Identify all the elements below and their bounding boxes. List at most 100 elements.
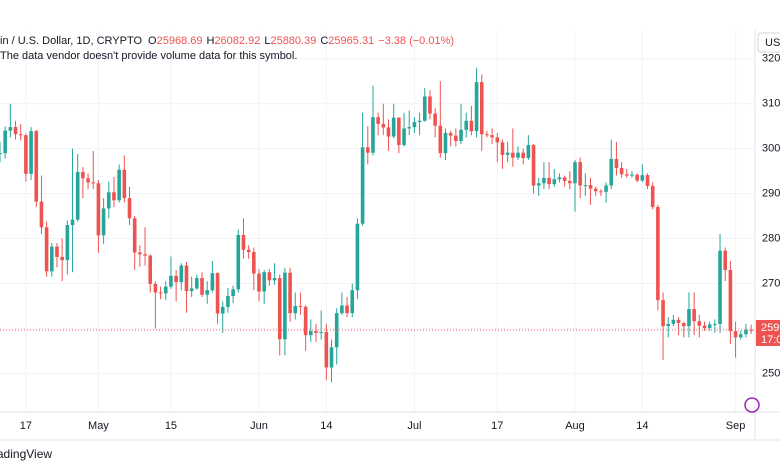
ohlc-value: 25880.39 [270,35,316,47]
candle-body [604,185,608,192]
candle-body [412,122,417,128]
candle-body [438,125,443,154]
x-tick-label: 14 [636,420,648,432]
candle-body [39,201,44,228]
candle-body [681,323,686,327]
candle-body [44,227,49,272]
candle-body [371,117,375,153]
candle-body [319,332,323,334]
candle-body [24,135,28,174]
y-tick-label: 29000.00 [762,187,780,199]
candle-body [205,290,210,295]
ohlc-label: C [320,35,328,47]
candle-body [143,254,147,256]
candle-body [656,207,660,301]
candle-body [355,223,360,291]
ohlc-value: 25968.69 [157,35,203,47]
candle-body [583,185,588,187]
candle-body [386,127,391,137]
candle-body [309,331,313,336]
candle-body [231,289,235,297]
candle-body [365,147,370,153]
x-tick-label: 14 [320,420,332,432]
candle-body [288,272,292,314]
candle-body [226,296,230,307]
candle-body [526,145,531,159]
candle-body [619,167,624,175]
candle-body [397,117,401,146]
candle-body [417,120,422,123]
candle-body [630,174,634,176]
candle-body [697,321,702,326]
candle-body [557,177,562,180]
currency[interactable]: USD [765,37,780,49]
candle-body [241,234,246,250]
candle-body [122,169,127,199]
candle-body [246,249,251,253]
candle-body [505,152,510,155]
candle-body [158,292,163,294]
candle-body [106,192,111,209]
candle-body [277,278,282,340]
candle-body [91,182,96,184]
candle-body [267,272,272,281]
candle-body [568,181,572,184]
candle-body [707,324,712,328]
candle-body [454,135,458,142]
candle-body [728,269,733,332]
candle-body [448,132,453,136]
y-tick-label: 32000.00 [762,53,780,65]
x-tick-label: Jun [250,420,268,432]
candle-body [138,252,142,255]
candle-body [521,152,525,159]
change-value: −3.38 (−0.01%) [378,35,454,47]
candle-body [578,162,582,186]
candle-body [314,331,318,333]
candle-body [479,82,484,135]
candle-body [220,306,225,314]
brand[interactable]: TradingView [0,447,52,461]
candle-body [433,113,437,126]
candle-body [34,131,39,202]
candle-body [381,123,386,128]
candle-body [148,255,153,284]
candle-body [169,275,173,287]
x-tick-label: Sep [726,420,746,432]
ohlc-label: L [264,35,270,47]
candle-body [283,272,287,340]
candle-body [490,135,494,138]
ohlc-label: O [148,35,157,47]
candle-body [738,334,743,338]
x-tick-label: Jul [407,420,421,432]
candle-body [422,96,427,121]
y-tick-label: 28000.00 [762,232,780,244]
currency-box[interactable] [757,32,780,53]
symbol-title: in / U.S. Dollar, 1D, CRYPTO [0,35,142,47]
candle-body [443,132,448,154]
candle-body [101,208,106,236]
candle-body [3,130,7,154]
candle-body [552,179,557,185]
candle-body [536,183,541,186]
ohlc-label: H [206,35,214,47]
candle-body [713,323,717,325]
candle-body [195,278,199,289]
event-icon[interactable] [744,397,760,413]
candle-body [402,128,406,146]
candle-body [702,325,707,328]
candle-body [599,191,603,193]
candle-body [733,331,738,338]
candle-body [588,185,593,189]
y-tick-label: 30000.00 [762,143,780,155]
candle-body [645,175,650,186]
candle-body [55,246,59,257]
last-price-box [756,319,780,346]
candle-body [635,174,639,181]
candle-body [692,309,696,322]
candle-body [75,172,80,220]
candle-body [272,278,277,281]
candle-body [81,172,85,179]
